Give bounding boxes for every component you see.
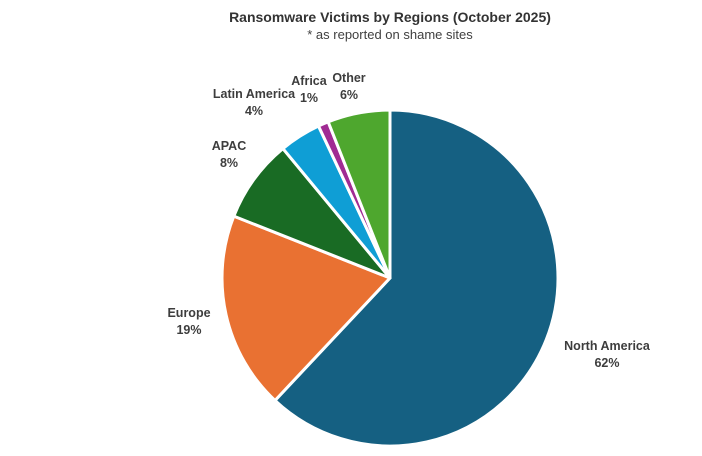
pie-slices <box>220 108 560 448</box>
slice-label-europe: Europe 19% <box>167 306 210 337</box>
slice-label-latin-america: Latin America 4% <box>213 87 296 118</box>
chart-title: Ransomware Victims by Regions (October 2… <box>229 9 551 25</box>
slice-label-apac: APAC 8% <box>212 139 247 170</box>
pie-slice-other <box>326 108 392 280</box>
slice-label-north-america: North America 62% <box>564 339 651 370</box>
slice-label-other: Other 6% <box>332 71 365 102</box>
chart-subtitle: * as reported on shame sites <box>307 27 473 42</box>
slice-labels: North America 62% Europe 19% APAC 8% Latin Ame… <box>167 71 650 370</box>
pie-slice-north-america <box>273 108 560 448</box>
slice-label-africa: Africa 1% <box>291 74 327 105</box>
